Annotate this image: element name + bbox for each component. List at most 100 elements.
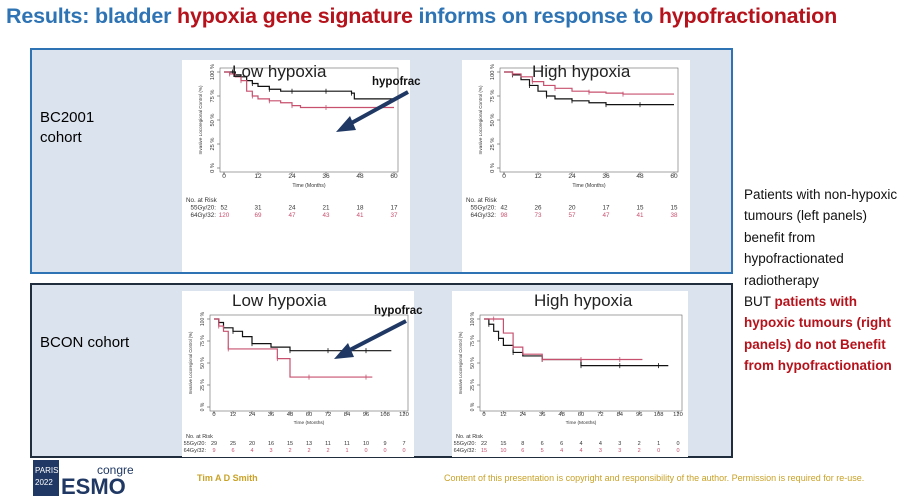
risk-value: 0 (383, 448, 386, 454)
bc2001-low-title: Low hypoxia (232, 62, 327, 81)
x-tick-label: 36 (268, 412, 274, 418)
x-tick-label: 48 (356, 173, 364, 180)
y-tick-label: 25 % (200, 379, 206, 391)
x-tick-label: 24 (520, 412, 527, 418)
hypofrac-label-2: hypofrac (374, 305, 423, 317)
risk-value: 41 (356, 212, 364, 219)
risk-value: 2 (288, 448, 291, 454)
note-text-2: BUT (744, 294, 775, 310)
risk-value: 41 (636, 212, 644, 219)
bc2001-low-panel: Low hypoxia 0 12 24 36 48 60 0 % 25 % 50 % 75 % 10… (182, 60, 410, 272)
hypofrac-arrow-2 (334, 319, 407, 359)
y-tick-label: 100 % (490, 64, 496, 80)
y-tick-label: 75 % (470, 335, 476, 347)
risk-value: 2 (638, 441, 641, 447)
risk-value: 20 (249, 441, 255, 447)
risk-table-header: No. at Risk (466, 197, 498, 204)
risk-row-label: 64Gy/32: (184, 448, 207, 454)
bcon-low-title: Low hypoxia (232, 291, 327, 310)
risk-row-label: 55Gy/20: (184, 441, 207, 447)
risk-row-label: 64Gy/32: (454, 448, 477, 454)
risk-value: 18 (356, 205, 364, 212)
risk-value: 4 (250, 448, 253, 454)
y-axis-label: Invasive Locoregional Control (%) (478, 85, 483, 154)
x-tick-label: 48 (287, 412, 293, 418)
bcon-cohort-label: BCON cohort (40, 334, 130, 351)
y-tick-label: 50 % (490, 114, 496, 127)
x-tick-label: 24 (249, 412, 256, 418)
y-tick-label: 75 % (200, 335, 206, 347)
x-tick-label: 24 (288, 173, 296, 180)
logo-congress-text: congress (97, 463, 133, 477)
x-axis-label: Time (Months) (294, 420, 325, 426)
risk-table-header: No. at Risk (186, 197, 218, 204)
bc2001-high-title: High hypoxia (532, 62, 631, 81)
y-tick-label: 100 % (470, 311, 476, 326)
risk-value: 21 (322, 205, 330, 212)
risk-value: 5 (541, 448, 544, 454)
y-axis-label: Invasive Locoregional Control (%) (458, 331, 463, 394)
risk-value: 3 (599, 448, 602, 454)
x-tick-label: 12 (534, 173, 542, 180)
risk-table-header: No. at Risk (456, 434, 483, 440)
title-part-2: hypoxia gene signature (177, 4, 413, 28)
risk-value: 0 (657, 448, 660, 454)
risk-value: 11 (344, 441, 350, 447)
risk-value: 15 (636, 205, 644, 212)
risk-value: 4 (579, 441, 582, 447)
y-tick-label: 50 % (210, 114, 216, 127)
risk-row-label: 64Gy/32: (190, 212, 216, 219)
risk-value: 47 (288, 212, 296, 219)
risk-value: 98 (500, 212, 508, 219)
x-tick-label: 84 (344, 412, 351, 418)
bc2001-high-panel: High hypoxia 0 12 24 36 48 60 0 % 25 % 50 % 75 % 1… (462, 60, 690, 272)
risk-value: 2 (307, 448, 310, 454)
copyright-notice: Content of this presentation is copyrigh… (444, 473, 865, 483)
risk-value: 6 (521, 448, 524, 454)
risk-value: 38 (670, 212, 678, 219)
bc2001-cohort-label: BC2001 cohort (40, 109, 95, 146)
km-curve-series-b (214, 318, 373, 378)
risk-value: 15 (500, 441, 506, 447)
x-tick-label: 12 (230, 412, 236, 418)
y-tick-label: 100 % (200, 311, 206, 326)
x-tick-label: 108 (380, 412, 390, 418)
km-curve-series-b (484, 318, 643, 361)
x-tick-label: 72 (325, 412, 331, 418)
risk-value: 15 (670, 205, 678, 212)
y-tick-label: 75 % (210, 90, 216, 103)
conclusion-note: Patients with non-hypoxic tumours (left … (744, 184, 909, 377)
y-tick-label: 25 % (210, 138, 216, 151)
risk-value: 3 (269, 448, 272, 454)
logo-paris-text: PARIS (35, 466, 58, 475)
risk-value: 17 (602, 205, 610, 212)
risk-row-label: 55Gy/20: (190, 205, 216, 212)
x-tick-label: 72 (597, 412, 603, 418)
y-tick-label: 25 % (470, 379, 476, 391)
risk-value: 26 (534, 205, 542, 212)
risk-value: 10 (500, 448, 506, 454)
risk-value: 0 (676, 441, 679, 447)
x-axis-label: Time (Months) (292, 183, 326, 189)
risk-value: 6 (231, 448, 234, 454)
y-axis-label: Invasive Locoregional Control (%) (198, 85, 203, 154)
risk-row-label: 55Gy/20: (470, 205, 496, 212)
hypofrac-arrow-1 (336, 90, 409, 132)
logo-esmo-text: ESMO (61, 474, 126, 498)
y-tick-label: 0 % (210, 163, 216, 173)
risk-value: 69 (254, 212, 262, 219)
y-tick-label: 75 % (490, 90, 496, 103)
risk-value: 1 (345, 448, 348, 454)
x-axis-label: Time (Months) (566, 420, 597, 426)
risk-value: 120 (219, 212, 230, 219)
y-tick-label: 100 % (210, 64, 216, 80)
risk-row-label: 64Gy/32: (470, 212, 496, 219)
x-tick-label: 60 (306, 412, 312, 418)
risk-value: 52 (220, 205, 228, 212)
risk-value: 15 (481, 448, 487, 454)
x-tick-label: 12 (254, 173, 262, 180)
risk-value: 2 (326, 448, 329, 454)
km-curve-series-a (484, 318, 669, 367)
x-tick-label: 108 (654, 412, 664, 418)
